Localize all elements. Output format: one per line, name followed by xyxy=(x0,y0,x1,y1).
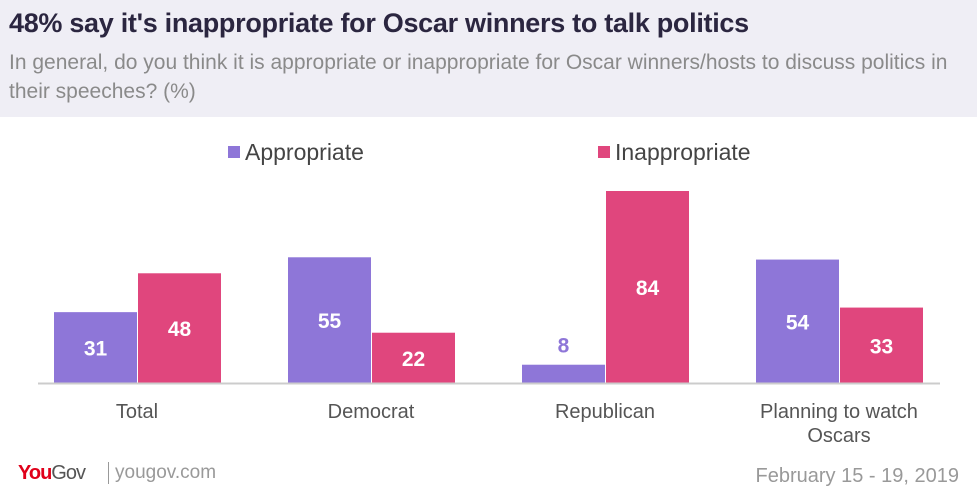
legend-label: Inappropriate xyxy=(615,139,751,165)
category-label: Total xyxy=(116,401,158,423)
category-label: Democrat xyxy=(328,401,415,423)
data-label: 48 xyxy=(168,318,192,341)
category-label: Republican xyxy=(555,401,655,423)
data-label: 54 xyxy=(786,311,810,334)
chart-title: 48% say it's inappropriate for Oscar win… xyxy=(9,8,749,38)
bar xyxy=(372,332,455,383)
category-label: Oscars xyxy=(807,425,870,447)
data-label: 33 xyxy=(870,335,893,358)
data-label: 31 xyxy=(84,338,108,361)
data-label: 22 xyxy=(402,348,425,371)
bar xyxy=(54,312,137,383)
data-label: 55 xyxy=(318,310,342,333)
legend-swatch xyxy=(598,146,610,158)
bar xyxy=(288,257,371,383)
data-label: 8 xyxy=(558,335,570,358)
header: 48% say it's inappropriate for Oscar win… xyxy=(0,0,977,117)
legend-swatch xyxy=(228,146,240,158)
chart-subtitle: In general, do you think it is appropria… xyxy=(9,51,948,103)
bar xyxy=(756,259,839,383)
survey-date: February 15 - 19, 2019 xyxy=(755,465,959,487)
site-link[interactable]: yougov.com xyxy=(108,462,216,484)
bar xyxy=(522,364,605,383)
category-label: Planning to watch xyxy=(760,401,918,423)
bar xyxy=(138,273,221,383)
bar xyxy=(606,191,689,383)
data-label: 84 xyxy=(636,277,660,300)
yougov-logo: YouGov xyxy=(18,462,86,484)
bar xyxy=(840,307,923,383)
legend-label: Appropriate xyxy=(245,139,364,165)
